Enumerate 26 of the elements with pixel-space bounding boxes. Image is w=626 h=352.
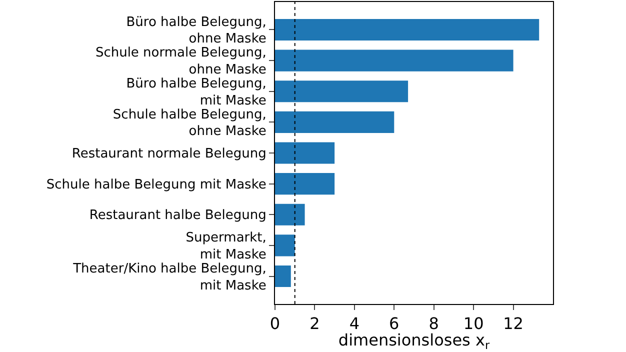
y-tick-label: Supermarkt, mit Maske [186, 230, 266, 262]
bar [275, 265, 291, 288]
x-tick-label: 12 [503, 314, 524, 334]
y-tick-label: Büro halbe Belegung, mit Maske [126, 76, 266, 108]
y-tick-label: Schule halbe Belegung mit Maske [46, 177, 266, 192]
bar [275, 234, 295, 256]
bar [275, 204, 305, 226]
x-tick-label: 8 [428, 314, 439, 334]
bar [275, 18, 540, 41]
x-tick-label: 6 [389, 314, 400, 334]
bar [275, 50, 514, 72]
y-tick-label: Schule normale Belegung, ohne Maske [95, 46, 266, 78]
bar [275, 111, 394, 133]
x-tick-label: 0 [270, 314, 280, 334]
y-tick-label: Restaurant normale Belegung [72, 146, 266, 162]
y-tick-label: Theater/Kino halbe Belegung, mit Maske [72, 261, 266, 294]
x-tick-label: 2 [310, 314, 320, 334]
x-tick-label: 10 [463, 314, 484, 334]
y-tick-label: Schule halbe Belegung, ohne Maske [112, 107, 266, 140]
bar [275, 142, 335, 164]
x-tick-label: 4 [349, 314, 360, 334]
bar [275, 80, 408, 102]
y-tick-label: Büro halbe Belegung, ohne Maske [126, 14, 266, 47]
bar [275, 173, 335, 195]
x-axis-title: dimensionsloses x$_{r}$ [338, 330, 490, 352]
y-tick-label: Restaurant halbe Belegung [89, 208, 266, 224]
